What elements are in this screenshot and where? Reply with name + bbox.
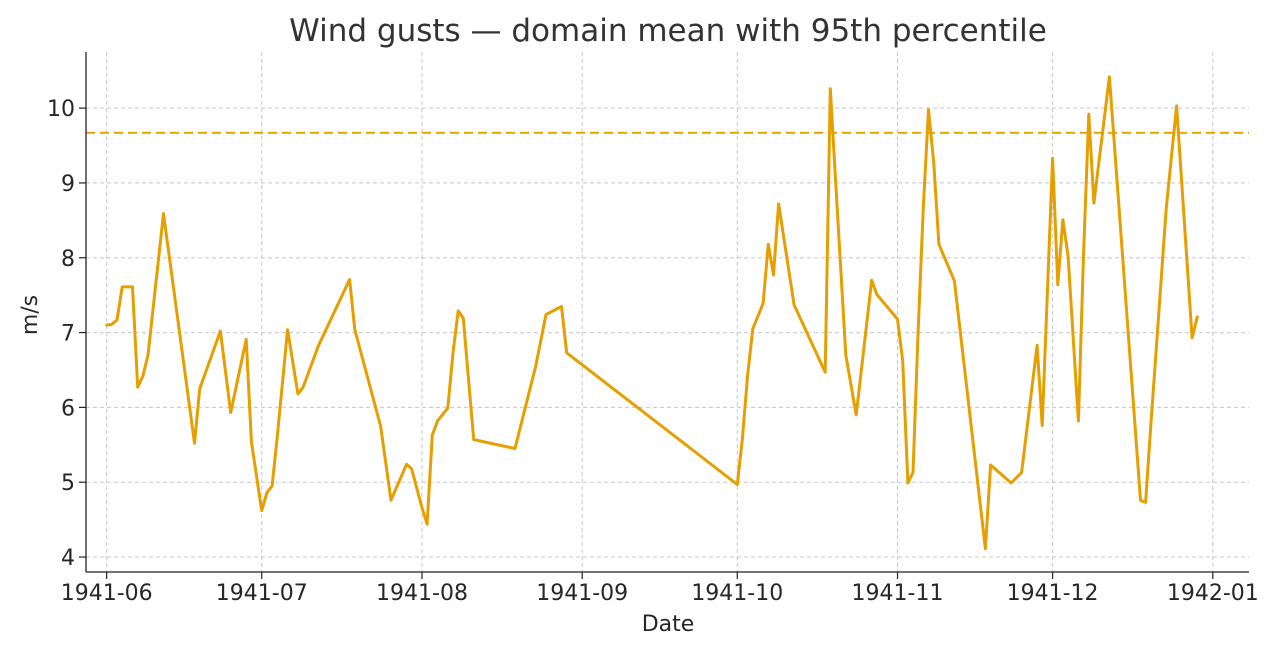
x-tick-label: 1941-06 xyxy=(61,581,153,606)
x-tick-label: 1941-08 xyxy=(376,581,468,606)
x-axis-label: Date xyxy=(642,612,695,637)
x-tick-label: 1941-12 xyxy=(1007,581,1099,606)
y-tick-label: 7 xyxy=(61,322,75,347)
grid xyxy=(86,52,1249,572)
x-axis-ticks: 1941-06 1941-07 1941-08 1941-09 1941-10 1941-… xyxy=(61,572,1259,606)
y-tick-label: 4 xyxy=(61,546,75,571)
series-layer xyxy=(105,75,1199,551)
y-axis-ticks: 4 5 6 7 8 9 10 xyxy=(47,97,86,571)
x-tick-label: 1941-09 xyxy=(536,581,628,606)
x-tick-label: 1942-01 xyxy=(1167,581,1259,606)
domain-mean-line xyxy=(105,75,1199,551)
y-axis-label: m/s xyxy=(18,295,43,335)
chart-title: Wind gusts — domain mean with 95th perce… xyxy=(289,13,1047,49)
y-tick-label: 6 xyxy=(61,396,75,421)
y-tick-label: 8 xyxy=(61,247,75,272)
axes xyxy=(85,52,1249,573)
y-tick-label: 5 xyxy=(61,471,75,496)
y-tick-label: 9 xyxy=(61,172,75,197)
x-tick-label: 1941-11 xyxy=(852,581,944,606)
x-tick-label: 1941-10 xyxy=(691,581,783,606)
y-tick-label: 10 xyxy=(47,97,75,122)
x-tick-label: 1941-07 xyxy=(216,581,308,606)
